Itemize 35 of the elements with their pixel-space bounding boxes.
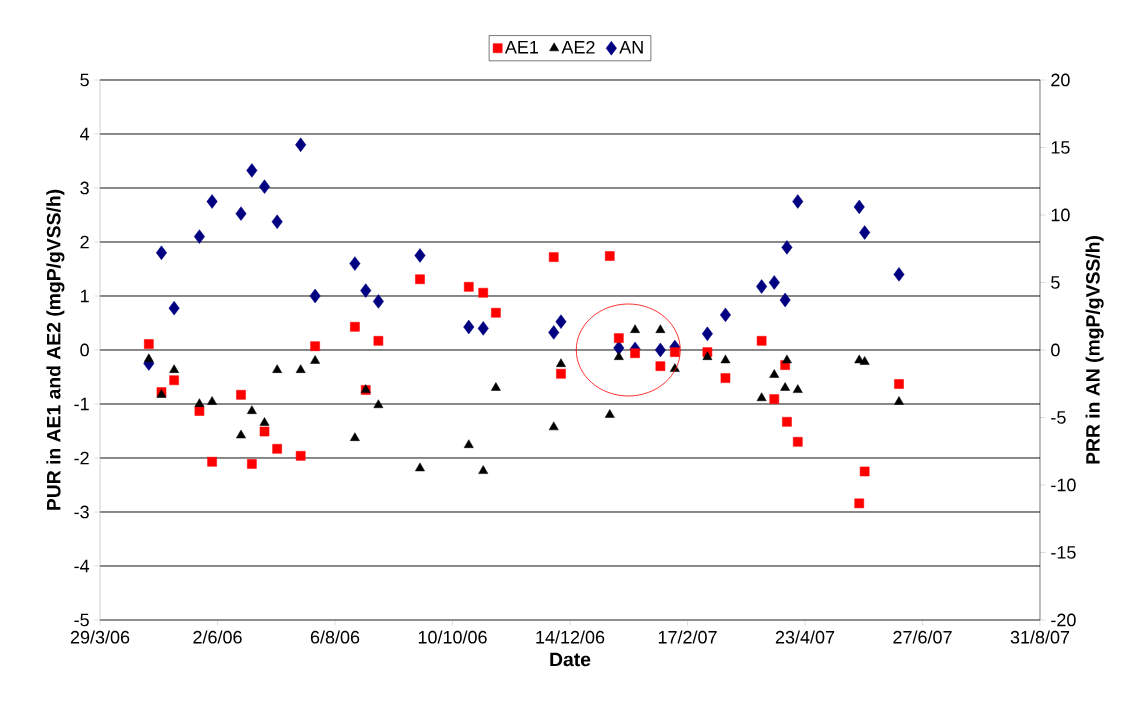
- x-tick-label: 31/8/07: [1010, 630, 1070, 644]
- x-tick-label: 6/8/06: [310, 630, 360, 644]
- y-tick-label: -4: [74, 559, 90, 573]
- legend-label: AE2: [561, 40, 595, 54]
- y-axis-title: PUR in AE1 and AE2 (mgP/gVSS/h): [46, 189, 65, 510]
- y-tick-label: -5: [74, 613, 89, 627]
- y-tick-label: 3: [80, 181, 89, 195]
- y-tick-label: 0: [80, 343, 89, 357]
- x-axis-title: Date: [550, 652, 591, 667]
- y-tick-label: -2: [74, 451, 89, 465]
- y-tick-label: -1: [74, 397, 89, 411]
- x-tick-label: 23/4/07: [775, 630, 835, 644]
- x-tick-label: 17/2/07: [658, 630, 717, 644]
- y2-axis-title: PRR in AN (mgP/gVSS/h): [1085, 236, 1104, 464]
- x-tick-label: 2/6/06: [193, 630, 242, 644]
- y-tick-label: -3: [74, 505, 89, 519]
- legend-label: AN: [619, 41, 643, 54]
- y-tick-label: 5: [80, 73, 89, 87]
- legend-label: AE1: [504, 41, 539, 54]
- y2-tick-label: 20: [1051, 73, 1070, 87]
- y2-tick-label: 5: [1051, 276, 1060, 289]
- y2-tick-label: 0: [1051, 343, 1060, 357]
- x-tick-label: 29/3/06: [70, 630, 130, 644]
- x-tick-label: 27/6/07: [893, 630, 952, 644]
- y2-tick-label: 15: [1051, 141, 1070, 154]
- y-tick-label: 2: [80, 235, 89, 249]
- y2-tick-label: -15: [1051, 546, 1076, 559]
- y-tick-label: 4: [80, 127, 90, 141]
- x-tick-label: 10/10/06: [418, 630, 487, 644]
- y2-tick-label: 10: [1051, 208, 1070, 222]
- y-tick-label: 1: [80, 289, 89, 303]
- x-tick-label: 14/12/06: [536, 630, 605, 644]
- y2-tick-label: -5: [1051, 411, 1066, 424]
- y2-tick-label: -20: [1051, 613, 1076, 627]
- y2-tick-label: -10: [1051, 478, 1076, 492]
